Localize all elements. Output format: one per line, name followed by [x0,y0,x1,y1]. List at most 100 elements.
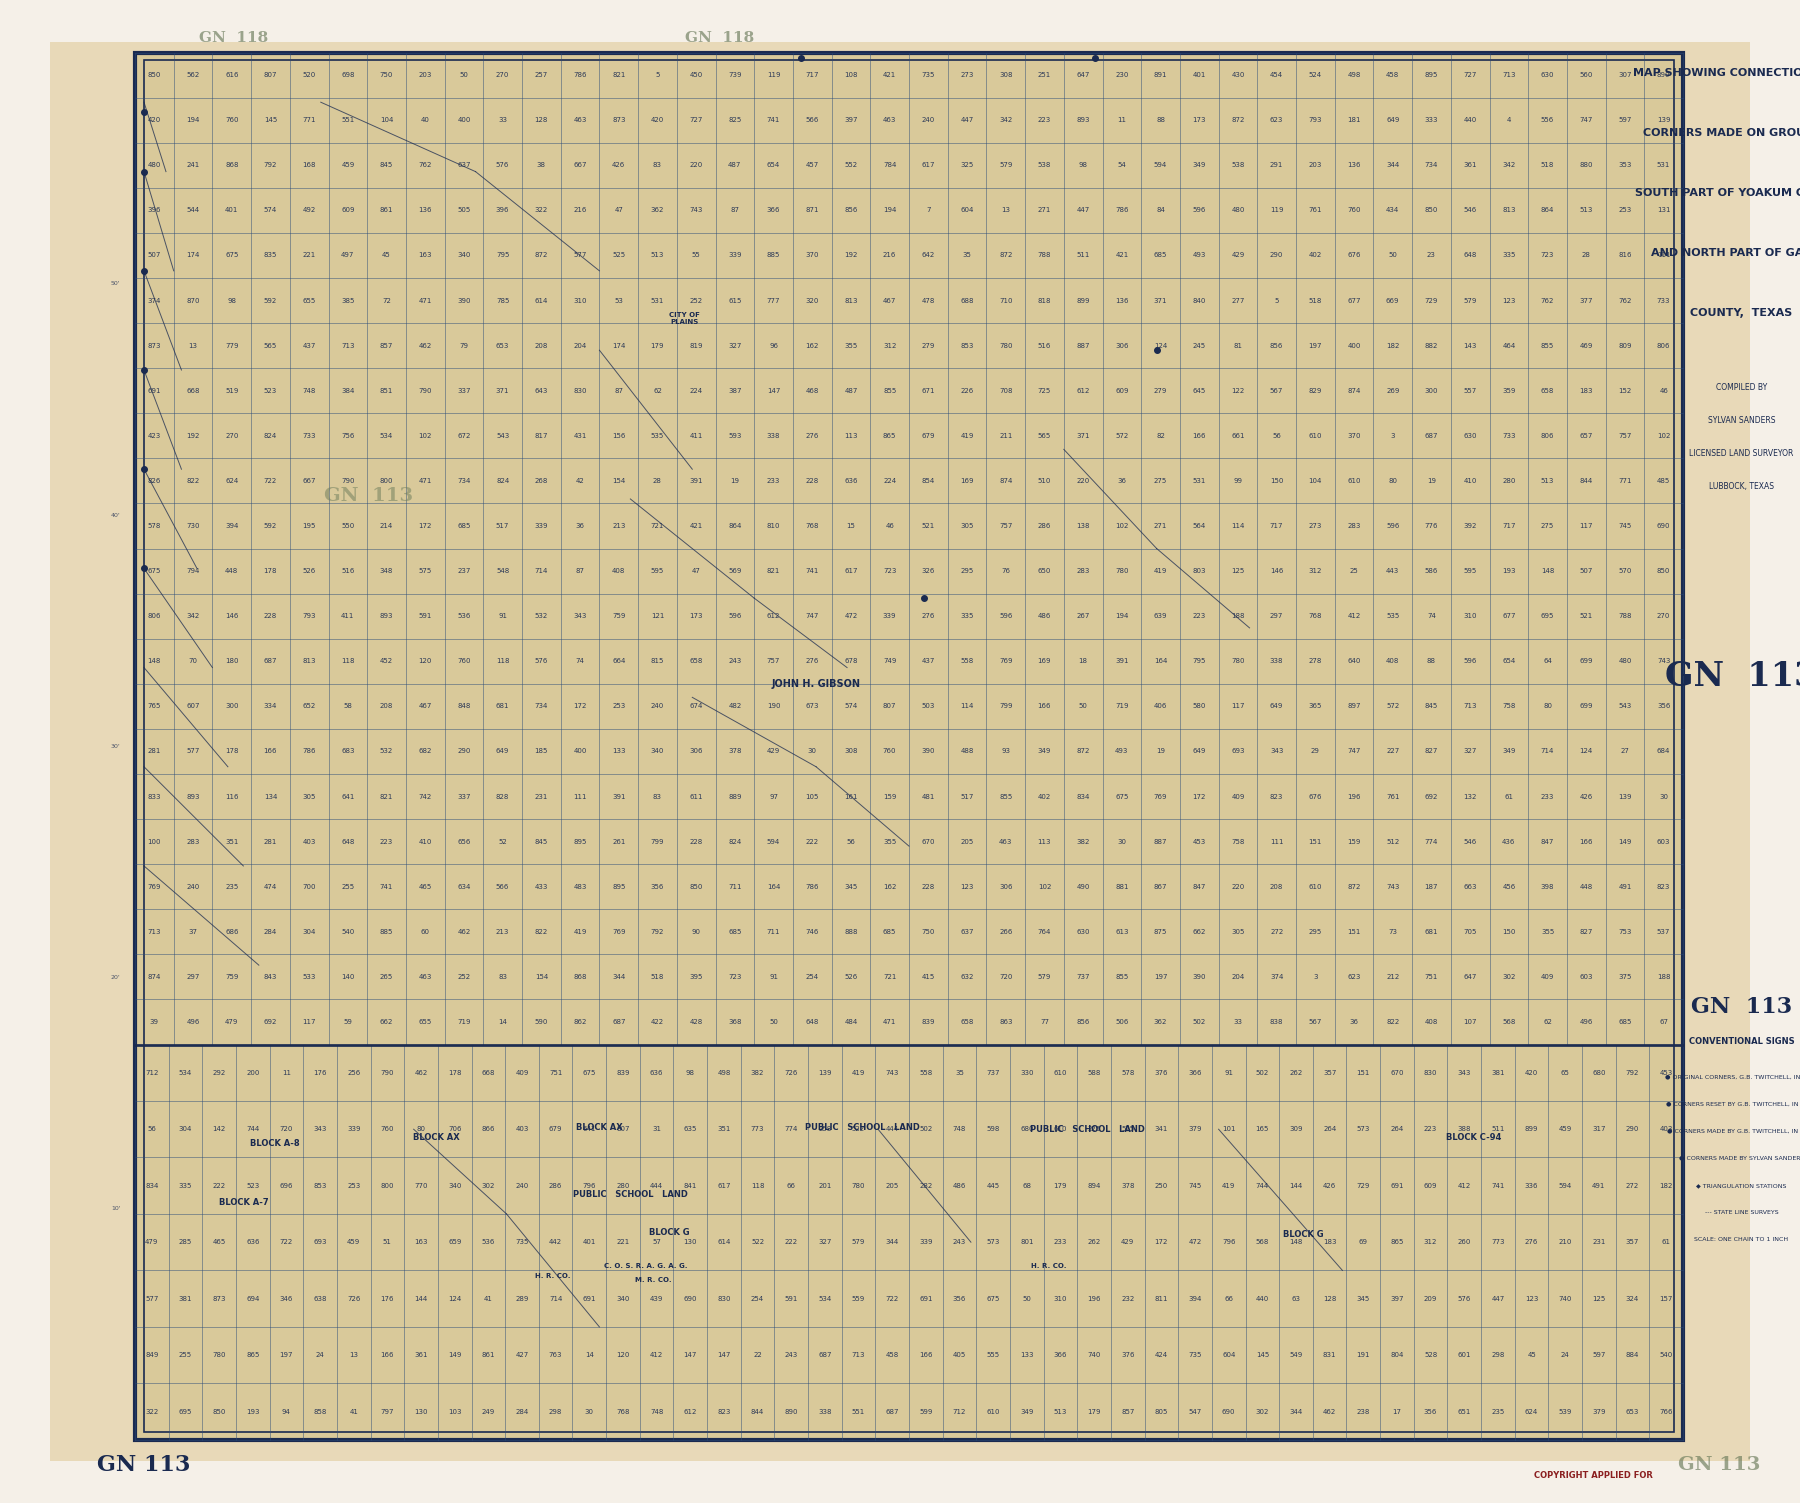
Text: 711: 711 [767,929,781,935]
Text: 61: 61 [1505,794,1514,800]
Text: 870: 870 [187,298,200,304]
Text: 361: 361 [414,1353,428,1359]
Text: 822: 822 [187,478,200,484]
Text: 114: 114 [961,703,974,709]
Text: 59: 59 [344,1019,353,1025]
Text: 685: 685 [1154,253,1166,259]
Text: 560: 560 [1580,72,1593,78]
Text: 774: 774 [785,1126,797,1132]
Text: 340: 340 [457,253,470,259]
Text: GN 113: GN 113 [97,1455,191,1476]
Text: 164: 164 [767,884,779,890]
Text: 687: 687 [886,1408,898,1414]
Text: 813: 813 [302,658,317,664]
Text: 447: 447 [961,117,974,123]
Text: 371: 371 [1076,433,1091,439]
Text: 595: 595 [1463,568,1476,574]
Text: 159: 159 [1348,839,1361,845]
Text: 480: 480 [1618,658,1631,664]
Text: 579: 579 [999,162,1012,168]
Text: 213: 213 [497,929,509,935]
Text: 694: 694 [247,1296,259,1302]
Text: 830: 830 [1424,1070,1438,1076]
Text: 83: 83 [499,974,508,980]
Text: 409: 409 [515,1070,529,1076]
Text: 156: 156 [612,433,625,439]
Text: 573: 573 [1357,1126,1370,1132]
Text: 655: 655 [419,1019,432,1025]
Text: 573: 573 [986,1238,999,1244]
Text: 745: 745 [1188,1183,1202,1189]
Text: 442: 442 [549,1238,562,1244]
Text: 340: 340 [652,748,664,755]
Text: 128: 128 [1323,1296,1336,1302]
Text: 152: 152 [1618,388,1631,394]
Text: 750: 750 [380,72,392,78]
Text: SCALE: ONE CHAIN TO 1 INCH: SCALE: ONE CHAIN TO 1 INCH [1694,1237,1789,1241]
Text: 868: 868 [225,162,238,168]
Text: 771: 771 [1618,478,1631,484]
Text: 402: 402 [1039,794,1051,800]
Text: 850: 850 [148,72,160,78]
Text: 61: 61 [1661,1238,1670,1244]
Text: 840: 840 [1193,298,1206,304]
Text: 41: 41 [484,1296,493,1302]
Text: 403: 403 [515,1126,529,1132]
Text: 744: 744 [247,1126,259,1132]
Text: 179: 179 [652,343,664,349]
Text: 317: 317 [1593,1126,1606,1132]
Text: 148: 148 [1541,568,1553,574]
Text: 164: 164 [1154,658,1166,664]
Text: 485: 485 [1658,478,1670,484]
Text: 81: 81 [1233,343,1242,349]
Text: 107: 107 [1463,1019,1476,1025]
Text: BLOCK G: BLOCK G [648,1228,689,1237]
Text: 166: 166 [920,1353,932,1359]
Text: 172: 172 [1156,1238,1168,1244]
Text: 117: 117 [1231,703,1246,709]
Text: 13: 13 [349,1353,358,1359]
Text: 279: 279 [1154,388,1166,394]
Text: 419: 419 [1154,568,1166,574]
Text: 864: 864 [729,523,742,529]
Text: 647: 647 [1076,72,1089,78]
Text: 254: 254 [751,1296,765,1302]
Text: 98: 98 [1078,162,1087,168]
Text: 73: 73 [1388,929,1397,935]
Text: 756: 756 [342,433,355,439]
Text: 24: 24 [1561,1353,1570,1359]
Text: 25: 25 [1350,568,1359,574]
Text: 302: 302 [1503,974,1516,980]
Text: 74: 74 [1427,613,1436,619]
Text: 662: 662 [380,1019,392,1025]
Text: 685: 685 [884,929,896,935]
Text: C. O. S. R. A. G. A. G.: C. O. S. R. A. G. A. G. [605,1263,688,1269]
Text: 161: 161 [844,794,859,800]
Text: 340: 340 [616,1296,630,1302]
Text: 426: 426 [612,162,625,168]
Text: 552: 552 [844,162,857,168]
Text: 478: 478 [922,298,934,304]
Text: 579: 579 [851,1238,866,1244]
Text: 532: 532 [380,748,392,755]
Text: 276: 276 [806,433,819,439]
Text: 397: 397 [844,117,859,123]
Text: 133: 133 [612,748,626,755]
Text: 768: 768 [1309,613,1321,619]
Text: 342: 342 [999,117,1012,123]
Text: 119: 119 [1271,207,1283,213]
Text: 400: 400 [1348,343,1361,349]
Text: 187: 187 [1426,884,1438,890]
Text: 148: 148 [148,658,160,664]
Text: 850: 850 [1426,207,1438,213]
Text: 339: 339 [884,613,896,619]
Text: 376: 376 [1154,1070,1168,1076]
Text: 465: 465 [212,1238,225,1244]
Text: 684: 684 [1658,748,1670,755]
Text: BLOCK A-8: BLOCK A-8 [250,1139,299,1148]
Text: 569: 569 [729,568,742,574]
Text: 822: 822 [1386,1019,1399,1025]
Text: 496: 496 [187,1019,200,1025]
Text: 243: 243 [729,658,742,664]
Text: 687: 687 [819,1353,832,1359]
